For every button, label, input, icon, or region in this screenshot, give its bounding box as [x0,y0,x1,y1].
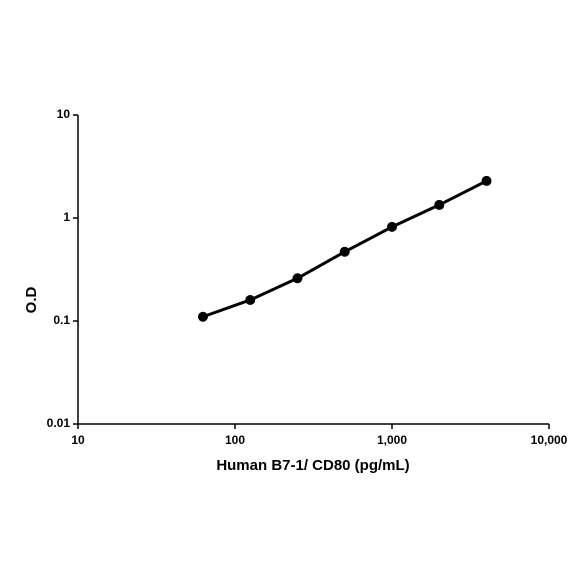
marker [197,311,208,322]
marker [292,273,303,284]
y-tick-label: 1 [63,210,70,224]
marker [387,221,397,232]
y-tick-label: 0.1 [53,313,70,327]
x-tick-label: 1,000 [377,433,407,447]
y-axis-title: O.D [23,287,40,314]
x-tick-label: 10,000 [531,433,568,447]
marker [245,294,256,305]
x-tick-label: 10 [71,433,85,447]
marker [434,199,445,210]
marker [339,246,350,257]
y-tick-label: 10 [57,107,71,121]
x-axis-title: Human B7-1/ CD80 (pg/mL) [216,457,409,474]
y-tick-label: 0.01 [47,416,71,430]
x-tick-label: 100 [225,433,245,447]
marker [481,175,492,186]
